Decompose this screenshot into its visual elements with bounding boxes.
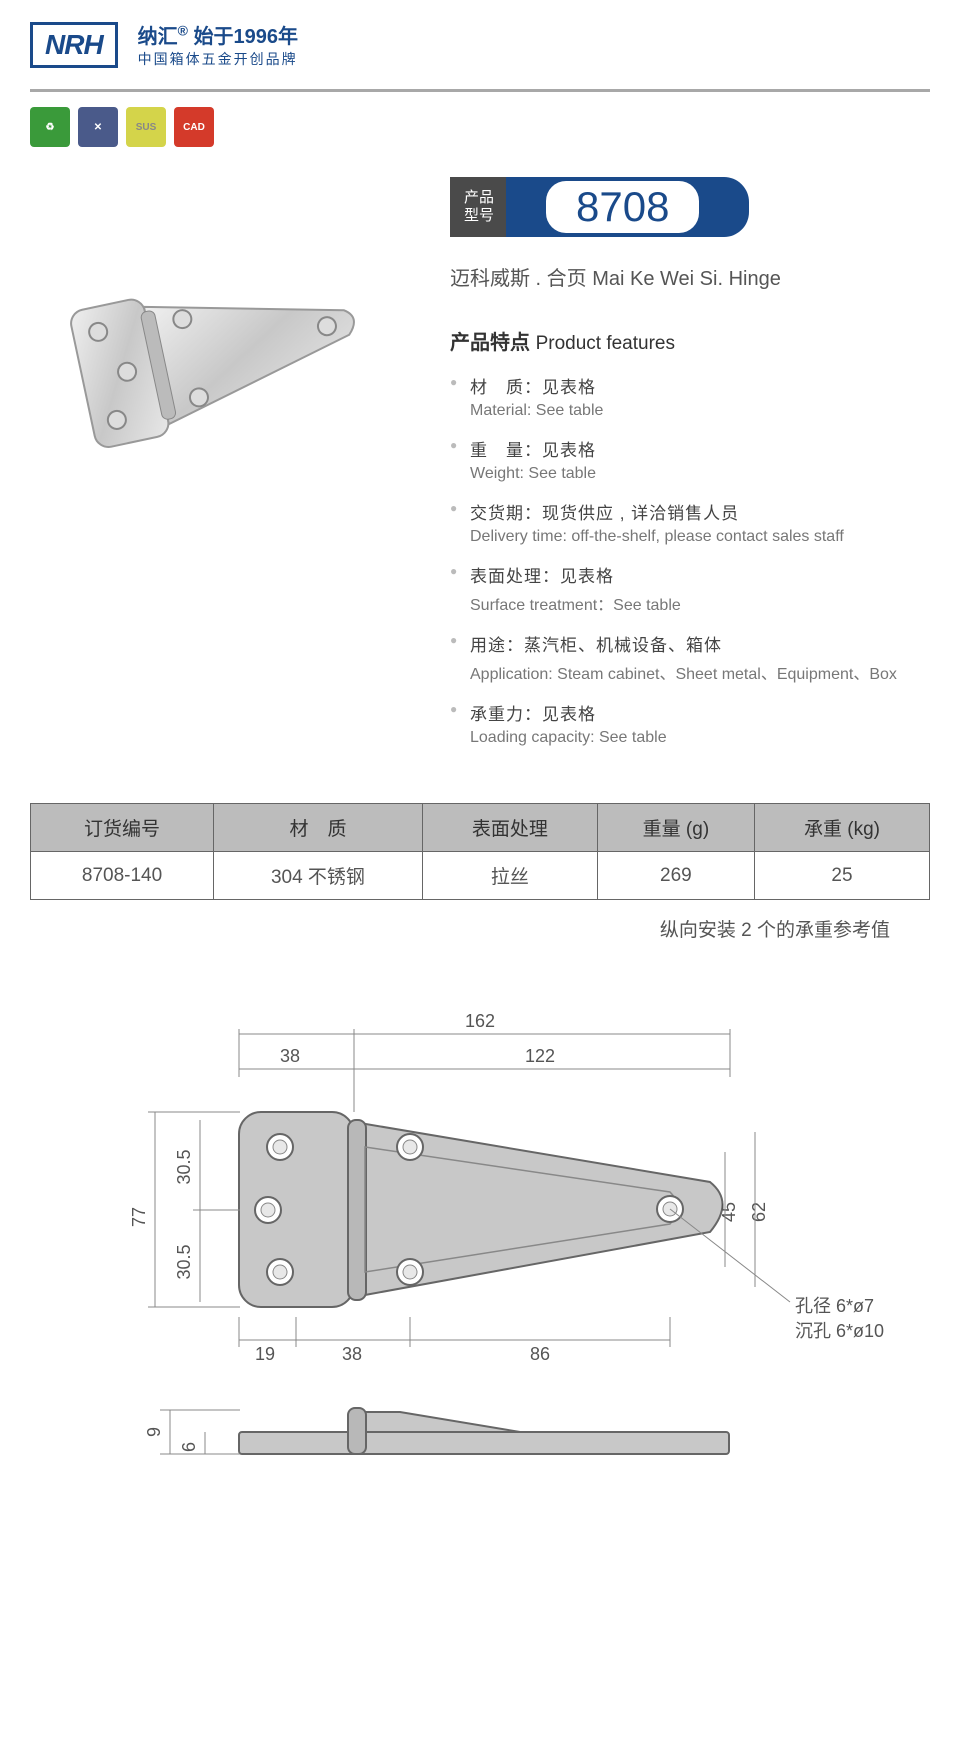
badge-tool-icon: ✕ (78, 107, 118, 147)
feature-item: 表面处理：见表格Surface treatment：See table (450, 562, 930, 615)
brand-text: 纳汇® 始于1996年 中国箱体五金开创品牌 (138, 20, 298, 69)
product-image (30, 177, 410, 527)
model-row: 产品型号 8708 (450, 177, 930, 237)
features-list: 材 质：见表格Material: See table 重 量：见表格Weight:… (450, 373, 930, 747)
brand-year: 始于1996年 (194, 26, 299, 48)
svg-text:9: 9 (144, 1427, 164, 1437)
svg-text:62: 62 (749, 1202, 769, 1222)
table-header: 重量 (g) (597, 804, 754, 852)
model-number-badge: 8708 (506, 177, 749, 237)
badge-eco-icon: ♻ (30, 107, 70, 147)
brand-sub: 中国箱体五金开创品牌 (138, 49, 298, 69)
feature-item: 材 质：见表格Material: See table (450, 373, 930, 420)
badges: ♻ ✕ SUS CAD (30, 107, 930, 147)
svg-text:19: 19 (255, 1344, 275, 1364)
info-panel: 产品型号 8708 迈科威斯 . 合页 Mai Ke Wei Si. Hinge… (450, 177, 930, 763)
table-note: 纵向安装 2 个的承重参考值 (30, 915, 930, 942)
features-title: 产品特点 Product features (450, 326, 930, 355)
feature-item: 重 量：见表格Weight: See table (450, 436, 930, 483)
table-header: 材 质 (214, 804, 423, 852)
svg-text:122: 122 (525, 1046, 555, 1066)
table-header: 承重 (kg) (754, 804, 929, 852)
svg-text:77: 77 (129, 1207, 149, 1227)
svg-text:38: 38 (342, 1344, 362, 1364)
feature-item: 承重力：见表格Loading capacity: See table (450, 700, 930, 747)
subtitle: 迈科威斯 . 合页 Mai Ke Wei Si. Hinge (450, 262, 930, 291)
svg-text:38: 38 (280, 1046, 300, 1066)
badge-sus-icon: SUS (126, 107, 166, 147)
feature-item: 交货期：现货供应 , 详洽销售人员Delivery time: off-the-… (450, 499, 930, 546)
brand-cn: 纳汇 (138, 26, 178, 48)
model-label: 产品型号 (450, 177, 508, 237)
logo: NRH (30, 22, 118, 68)
svg-text:30.5: 30.5 (174, 1149, 194, 1184)
technical-drawing: 162 38 122 77 (30, 1002, 930, 1487)
svg-text:162: 162 (465, 1011, 495, 1031)
spec-table: 订货编号材 质表面处理重量 (g)承重 (kg) 8708-140304 不锈钢… (30, 803, 930, 900)
header: NRH 纳汇® 始于1996年 中国箱体五金开创品牌 (30, 20, 930, 69)
table-header: 订货编号 (31, 804, 214, 852)
table-header: 表面处理 (422, 804, 597, 852)
svg-text:6: 6 (179, 1442, 199, 1452)
svg-text:沉孔 6*ø10: 沉孔 6*ø10 (795, 1321, 884, 1341)
svg-text:30.5: 30.5 (174, 1244, 194, 1279)
svg-text:45: 45 (719, 1202, 739, 1222)
badge-cad-icon: CAD (174, 107, 214, 147)
feature-item: 用途：蒸汽柜、机械设备、箱体Application: Steam cabinet… (450, 631, 930, 684)
table-row: 8708-140304 不锈钢拉丝26925 (31, 852, 930, 900)
svg-text:孔径 6*ø7: 孔径 6*ø7 (795, 1296, 874, 1316)
svg-text:86: 86 (530, 1344, 550, 1364)
divider (30, 89, 930, 92)
